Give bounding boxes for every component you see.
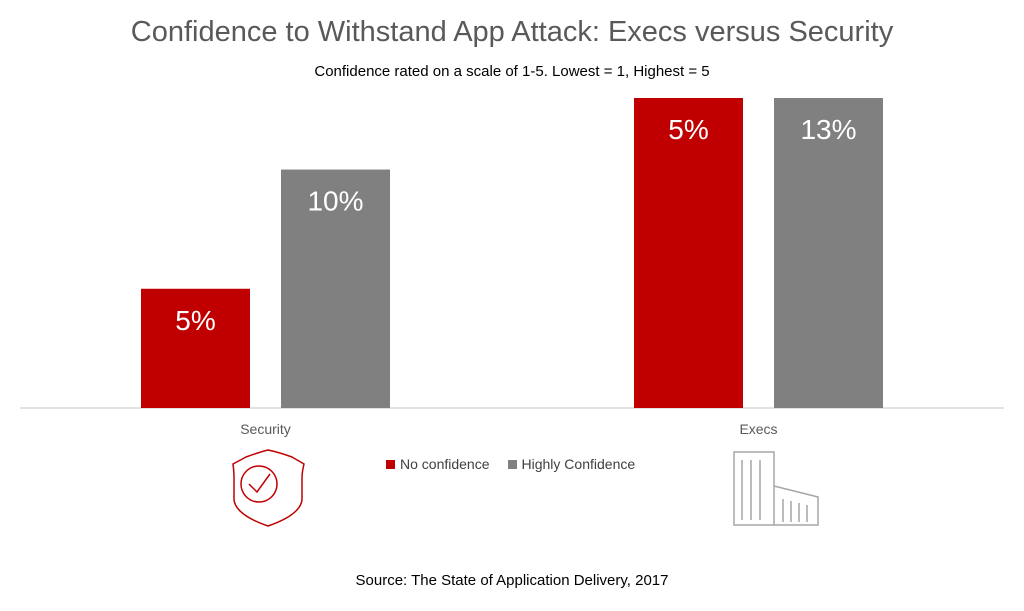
bar-execs-highly-confidence (774, 98, 883, 408)
bar-execs-no-confidence (634, 98, 743, 408)
shield-check-icon (232, 449, 305, 527)
bar-security-highly-confidence (281, 169, 390, 408)
data-label: 10% (307, 186, 363, 217)
chart-title: Confidence to Withstand App Attack: Exec… (130, 16, 894, 48)
source-note: Source: The State of Application Deliver… (355, 572, 669, 589)
legend-swatch-gray (507, 459, 517, 469)
chart-subtitle: Confidence rated on a scale of 1-5. Lowe… (314, 63, 710, 80)
building-icon (733, 451, 819, 526)
legend-item-no-confidence: No confidence (386, 456, 490, 472)
data-label: 5% (175, 305, 215, 336)
data-label: 5% (668, 114, 708, 145)
bar-security-no-confidence (141, 288, 250, 408)
legend: No confidence Highly Confidence (386, 456, 635, 472)
category-label: Security (240, 421, 291, 437)
legend-label: Highly Confidence (521, 456, 636, 472)
category-label: Execs (739, 421, 777, 437)
legend-label: No confidence (400, 456, 490, 472)
legend-item-highly-confidence: Highly Confidence (507, 456, 636, 472)
data-label: 13% (800, 114, 856, 145)
legend-swatch-red (386, 459, 395, 469)
